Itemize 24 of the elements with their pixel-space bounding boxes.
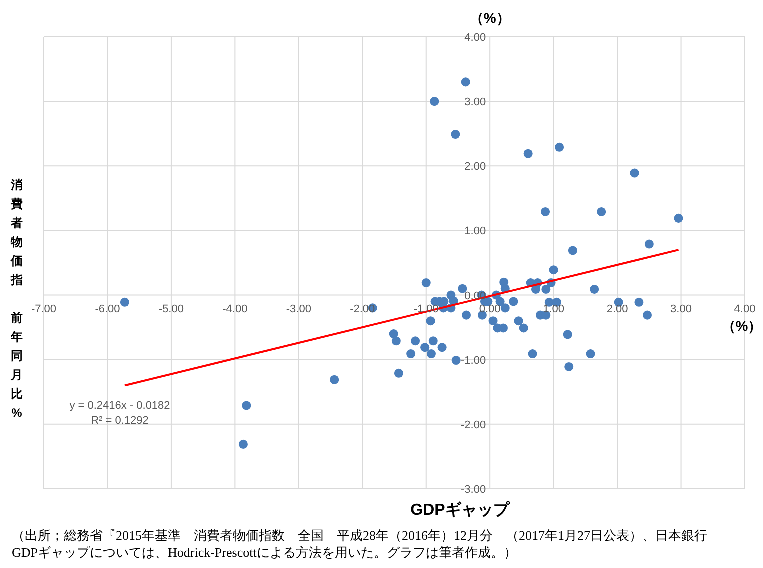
y-tick-label: -3.00 [461, 484, 486, 496]
text: 消費者物価指前年同月比% [11, 178, 23, 420]
annotation: （%） [720, 318, 763, 336]
x-axis-title: GDPギャップ [410, 500, 512, 521]
x-tick-label: -3.00 [286, 303, 312, 316]
x-tick-label: 3.00 [670, 303, 692, 316]
y-tick-label: 2.00 [464, 161, 486, 174]
x-tick-label: 4.00 [734, 303, 756, 316]
x-tick-label: -5.00 [158, 303, 184, 316]
text: （出所；総務省『2015年基準 消費者物価指数 全国 平成28年（2016年）12月分 （2017年1月27日公表）、日本銀行 GDPギャップについては、Hodrick-Prescottによる方法を用いた。グラフは筆者作成。） [12, 527, 708, 561]
x-tick-label: -6.00 [95, 303, 120, 316]
x-tick-label: -7.00 [31, 303, 57, 316]
y-tick-label: 3.00 [464, 96, 486, 109]
x-tick-label: -4.00 [222, 303, 248, 316]
x-tick-label: 2.00 [606, 303, 628, 316]
y-tick-label: 4.00 [464, 32, 486, 44]
y-tick-label: 1.00 [464, 226, 486, 238]
x-tick-label: 1.00 [543, 303, 565, 316]
y-tick-label: -2.00 [461, 419, 486, 432]
y-tick-label: -1.00 [461, 354, 486, 367]
text: （%） [468, 10, 512, 28]
annotation: y = 0.2416x - 0.0182 [68, 400, 172, 412]
annotation: R² = 0.1292 [90, 415, 150, 427]
x-tick-label: 0.00 [479, 303, 501, 316]
